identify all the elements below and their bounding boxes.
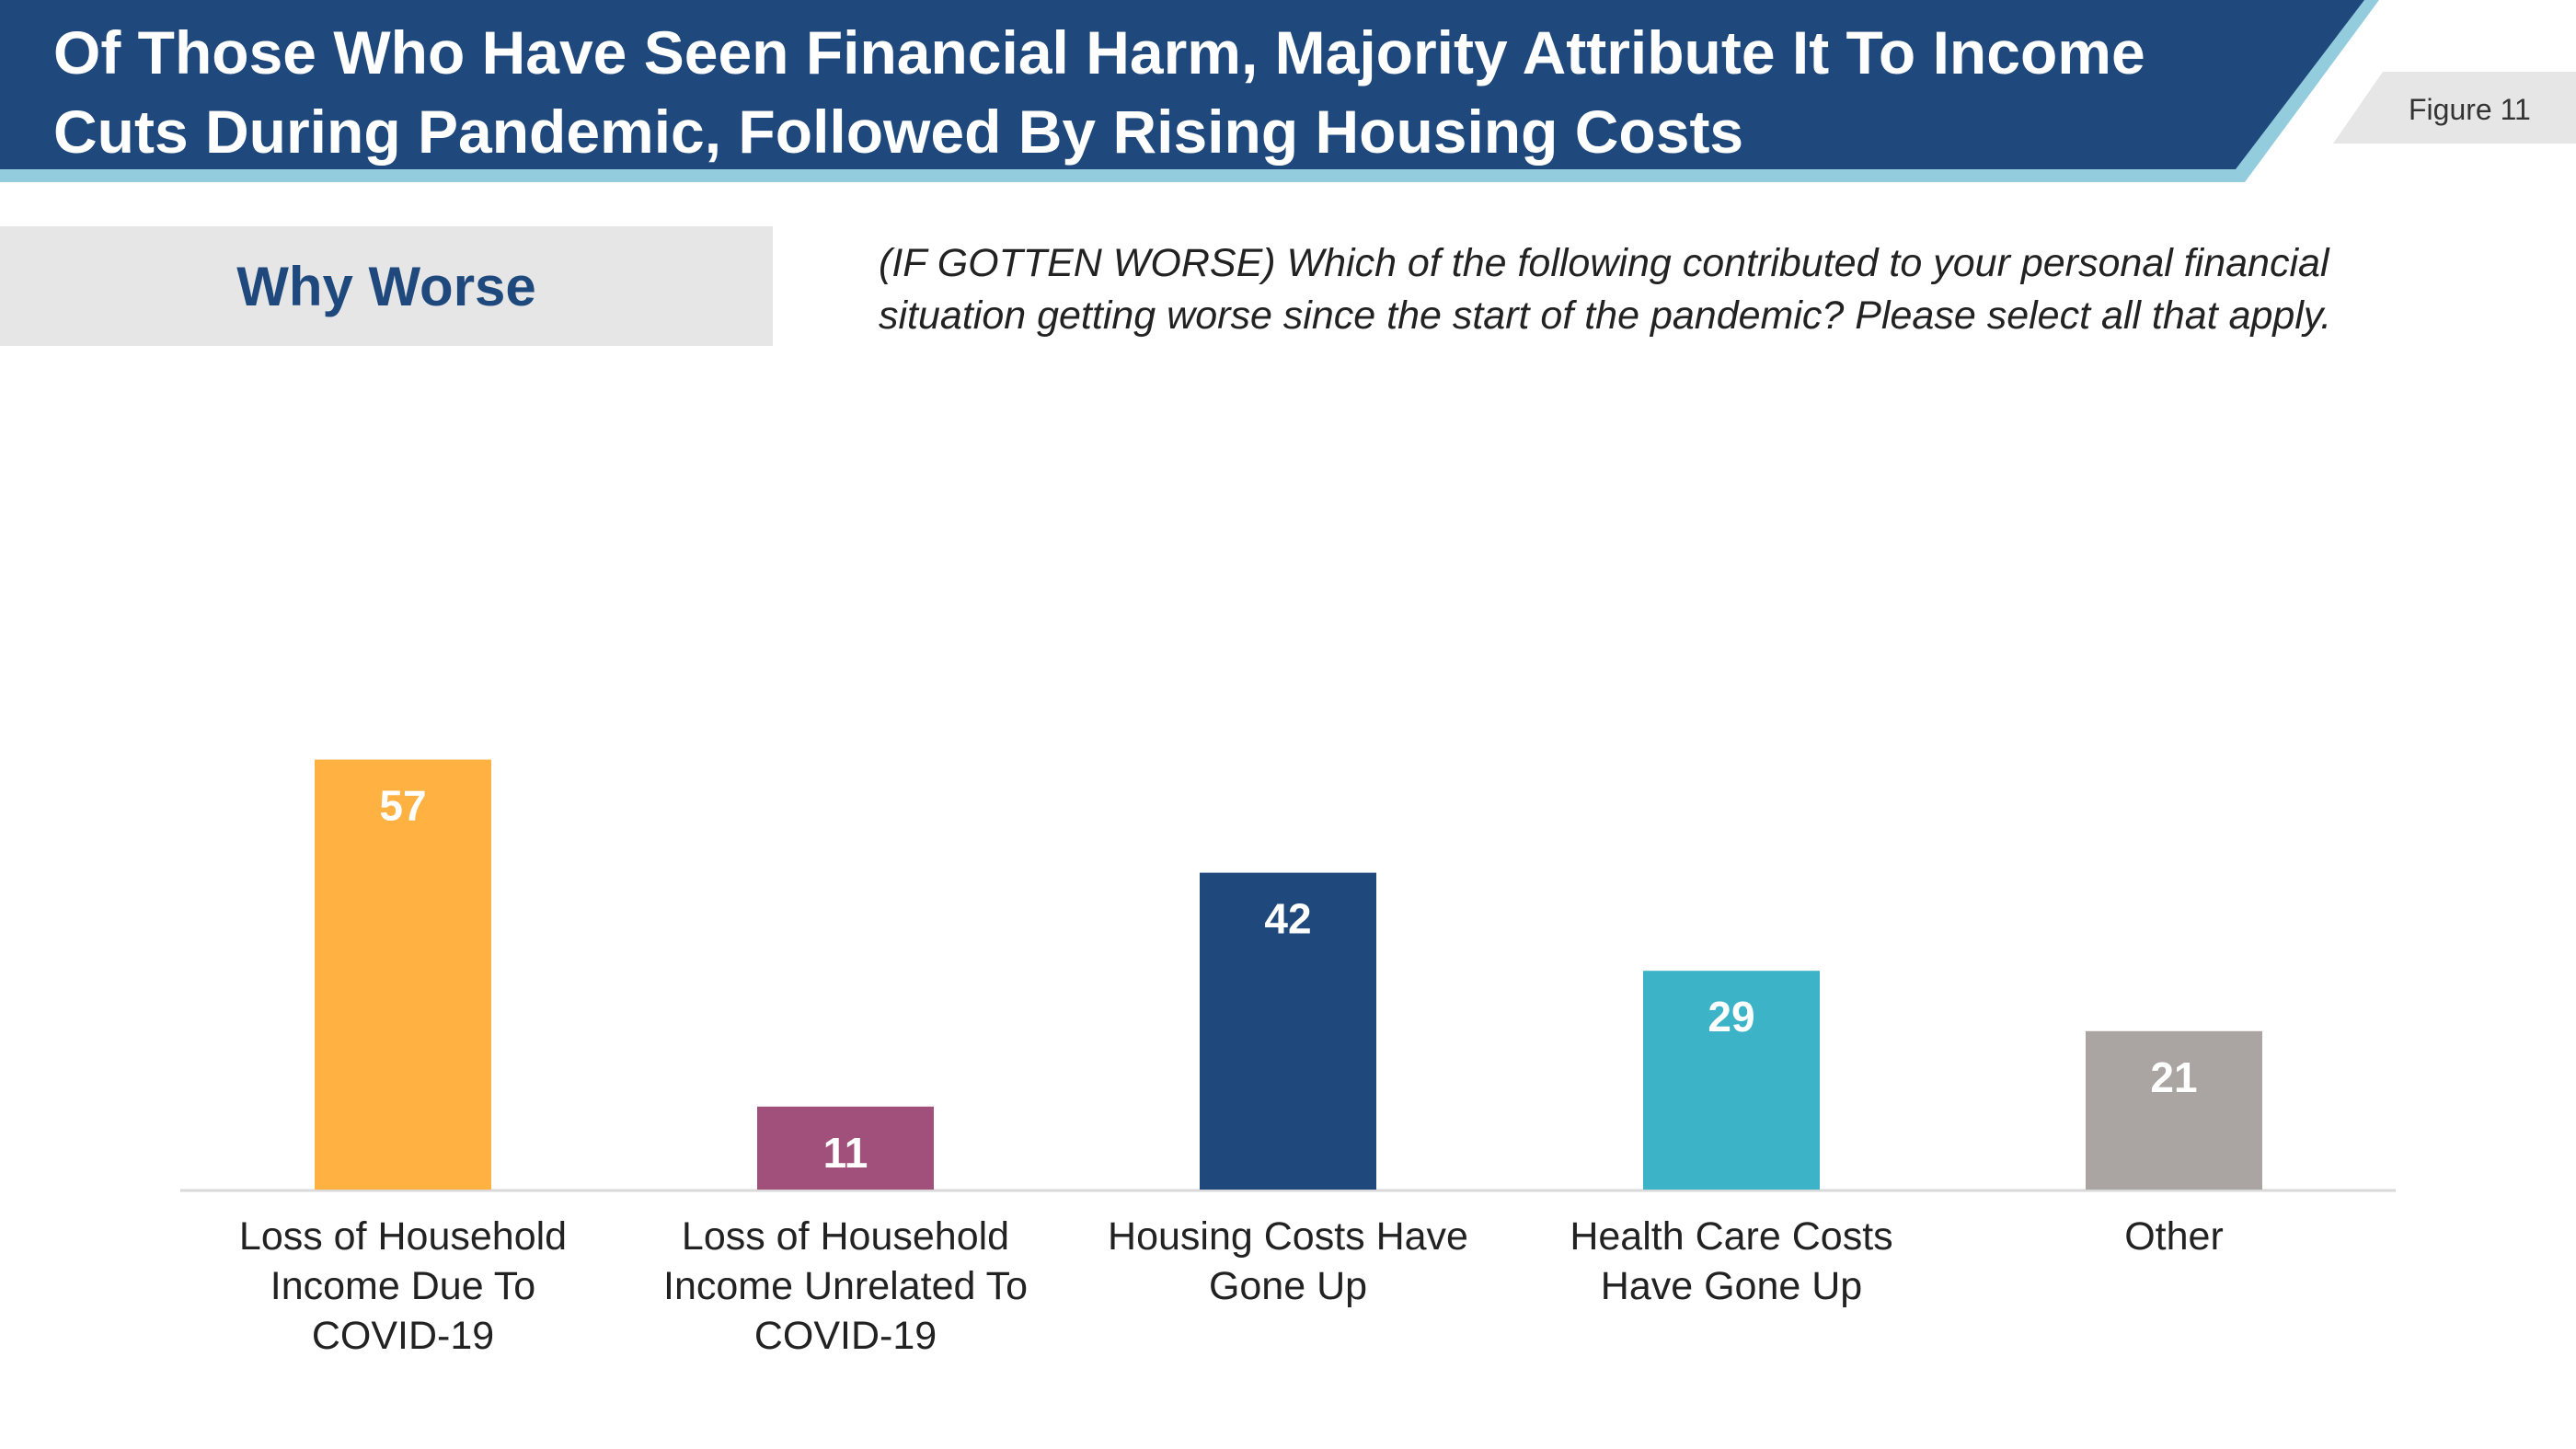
category-label-2-line-3: COVID-19 — [753, 1314, 937, 1358]
category-label-3-line-2: Gone Up — [1208, 1264, 1368, 1308]
data-label-3: 42 — [1264, 895, 1311, 943]
category-label-2-line-2: Income Unrelated To — [663, 1264, 1028, 1308]
figure-label: Figure 11 — [2409, 93, 2531, 126]
category-label-4-line-2: Have Gone Up — [1600, 1264, 1863, 1308]
category-label-1: Loss of Household Income Due To COVID-19 — [191, 1212, 615, 1361]
data-label-2: 11 — [823, 1129, 868, 1177]
survey-question: (IF GOTTEN WORSE) Which of the following… — [879, 237, 2525, 342]
header-banner — [0, 0, 2576, 182]
survey-question-line-2: situation getting worse since the start … — [879, 293, 2332, 338]
figure-tab — [2333, 72, 2576, 144]
category-label-2: Loss of Household Income Unrelated To COVI… — [634, 1212, 1057, 1361]
category-label-5-line-1: Other — [2124, 1214, 2224, 1259]
data-label-4: 29 — [1708, 993, 1754, 1041]
bar-4 — [1643, 971, 1820, 1190]
bar-2 — [757, 1106, 934, 1190]
category-label-4: Health Care Costs Have Gone Up — [1520, 1212, 1943, 1311]
bar-1 — [315, 759, 491, 1190]
category-label-1-line-1: Loss of Household — [238, 1214, 568, 1259]
bar-5 — [2086, 1030, 2262, 1190]
category-label-3: Housing Costs Have Gone Up — [1076, 1212, 1500, 1311]
page-title: Of Those Who Have Seen Financial Harm, M… — [53, 13, 2298, 171]
bar-3 — [1200, 872, 1376, 1190]
page-title-line-1: Of Those Who Have Seen Financial Harm, M… — [53, 18, 2145, 86]
category-label-1-line-2: Income Due To — [270, 1264, 536, 1308]
category-label-3-line-1: Housing Costs Have — [1108, 1214, 1468, 1259]
section-label: Why Worse — [236, 255, 536, 317]
category-label-2-line-1: Loss of Household — [681, 1214, 1010, 1259]
data-label-1: 57 — [379, 782, 426, 830]
category-label-4-line-1: Health Care Costs — [1570, 1214, 1893, 1259]
category-label-5: Other — [1962, 1212, 2386, 1261]
page-title-line-2: Cuts During Pandemic, Followed By Rising… — [53, 98, 1744, 166]
category-label-1-line-3: COVID-19 — [311, 1314, 495, 1358]
section-box: Why Worse — [0, 226, 773, 346]
data-label-5: 21 — [2150, 1053, 2197, 1101]
survey-question-line-1: (IF GOTTEN WORSE) Which of the following… — [879, 241, 2329, 285]
header-background — [0, 0, 2364, 169]
